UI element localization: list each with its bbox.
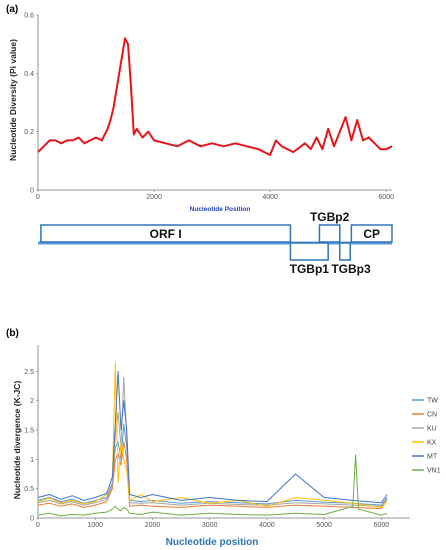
panel-a-label: (a): [6, 4, 18, 15]
y-tick-label: 0.4: [24, 71, 34, 78]
gene-box-orf-i: [40, 224, 292, 243]
gene-box-tgbp1: [289, 242, 329, 261]
series-line-ku: [37, 376, 388, 507]
gene-box-tgbp2: [318, 224, 341, 243]
legend-entry: TW: [427, 398, 438, 405]
legend-entry: VN1: [427, 468, 441, 475]
legend-entry: CN: [427, 412, 437, 419]
panel-b-x-ticks: 0 1000 2000 3000 4000 5000 6000: [36, 518, 389, 529]
y-tick-label: 0: [30, 516, 34, 523]
panel-a-series: [37, 37, 393, 156]
x-tick-label: 0: [36, 522, 40, 529]
gene-label-cp: CP: [363, 227, 380, 241]
series-line-vn1: [37, 454, 388, 517]
y-tick-label: 0.2: [24, 129, 34, 136]
x-tick-label: 4000: [262, 194, 278, 201]
x-tick-label: 6000: [378, 194, 394, 201]
x-tick-label: 3000: [202, 522, 218, 529]
panel-a-x-axis-label: Nucleotide Position: [190, 206, 251, 213]
panel-b-label: (b): [6, 328, 19, 339]
panel-b-axes: [37, 345, 410, 519]
genome-map: ORF I TGBp1 TGBp2 TGBp3 CP: [38, 210, 393, 276]
panel-b-y-axis-label: Nucleotide divergence (K-JC): [12, 381, 22, 500]
legend-entry: KX: [427, 440, 437, 447]
y-tick-label: 2.5: [24, 369, 34, 376]
panel-b-y-ticks: 0 0.5 1 1.5 2 2.5: [24, 369, 38, 523]
y-tick-label: 0.5: [24, 486, 34, 493]
x-tick-label: 2000: [146, 194, 162, 201]
y-tick-label: 0: [30, 188, 34, 195]
x-tick-label: 0: [36, 194, 40, 201]
y-tick-label: 2: [30, 398, 34, 405]
panel-a-x-ticks: 0 2000 4000 6000: [36, 190, 394, 201]
gene-label-tgbp3: TGBp3: [331, 262, 371, 276]
legend-entry: MT: [427, 454, 438, 461]
series-line-tw: [37, 423, 388, 506]
panel-b-legend: TW CN KU KX MT VN1: [412, 398, 441, 475]
gene-box-tgbp3: [339, 242, 351, 261]
gene-box-cp: [350, 224, 393, 243]
x-tick-label: 6000: [374, 522, 390, 529]
panel-b: (b) Nucleotide divergence (K-JC) Nucleot…: [6, 328, 441, 548]
series-line-mt: [37, 370, 388, 504]
panel-a: (a) Nucleotide Diversity (Pi value) Nucl…: [6, 4, 394, 213]
series-line-kx: [37, 362, 388, 508]
y-tick-label: 1.5: [24, 428, 34, 435]
panel-b-x-axis-label: Nucleotide position: [166, 537, 259, 548]
series-line-cn: [37, 441, 388, 510]
x-tick-label: 4000: [259, 522, 275, 529]
panel-a-axes: [37, 15, 392, 191]
y-tick-label: 0.6: [24, 13, 34, 20]
panel-a-y-ticks: 0 0.2 0.4 0.6: [24, 13, 38, 195]
x-tick-label: 2000: [145, 522, 161, 529]
series-line-0: [37, 37, 393, 156]
panel-b-series: [37, 362, 388, 517]
gene-label-tgbp1: TGBp1: [290, 262, 330, 276]
y-tick-label: 1: [30, 457, 34, 464]
x-tick-label: 5000: [316, 522, 332, 529]
panel-a-y-axis-label: Nucleotide Diversity (Pi value): [8, 39, 18, 161]
gene-label-orf-i: ORF I: [150, 227, 182, 241]
gene-label-tgbp2: TGBp2: [310, 210, 350, 224]
x-tick-label: 1000: [87, 522, 103, 529]
legend-entry: KU: [427, 426, 437, 433]
